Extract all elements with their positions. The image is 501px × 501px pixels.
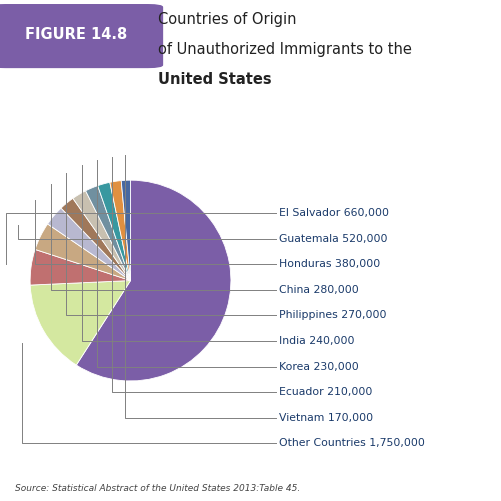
Text: Philippines 270,000: Philippines 270,000 (278, 310, 385, 320)
Text: Honduras 380,000: Honduras 380,000 (278, 259, 379, 269)
Text: Other Countries 1,750,000: Other Countries 1,750,000 (278, 438, 424, 448)
Text: Guatemala 520,000: Guatemala 520,000 (278, 233, 386, 243)
Wedge shape (110, 180, 130, 281)
Text: FIGURE 14.8: FIGURE 14.8 (26, 27, 127, 42)
Wedge shape (61, 198, 130, 281)
Wedge shape (35, 224, 130, 281)
Text: Source: Statistical Abstract of the United States 2013:Table 45.: Source: Statistical Abstract of the Unit… (15, 484, 300, 493)
Wedge shape (73, 191, 130, 281)
Wedge shape (121, 180, 130, 281)
Text: El Salvador 660,000: El Salvador 660,000 (278, 208, 388, 218)
FancyBboxPatch shape (0, 4, 163, 68)
Text: United States: United States (158, 72, 271, 87)
Text: Vietnam 170,000: Vietnam 170,000 (278, 413, 372, 423)
Wedge shape (30, 249, 130, 285)
Text: India 240,000: India 240,000 (278, 336, 353, 346)
Wedge shape (48, 208, 130, 281)
Text: of Unauthorized Immigrants to the: of Unauthorized Immigrants to the (158, 42, 411, 57)
Text: Countries of Origin: Countries of Origin (158, 12, 296, 27)
Wedge shape (98, 182, 130, 281)
Wedge shape (30, 281, 130, 365)
Wedge shape (85, 186, 130, 281)
Text: Korea 230,000: Korea 230,000 (278, 362, 358, 372)
Text: Ecuador 210,000: Ecuador 210,000 (278, 387, 371, 397)
Wedge shape (76, 180, 230, 381)
Text: China 280,000: China 280,000 (278, 285, 358, 295)
